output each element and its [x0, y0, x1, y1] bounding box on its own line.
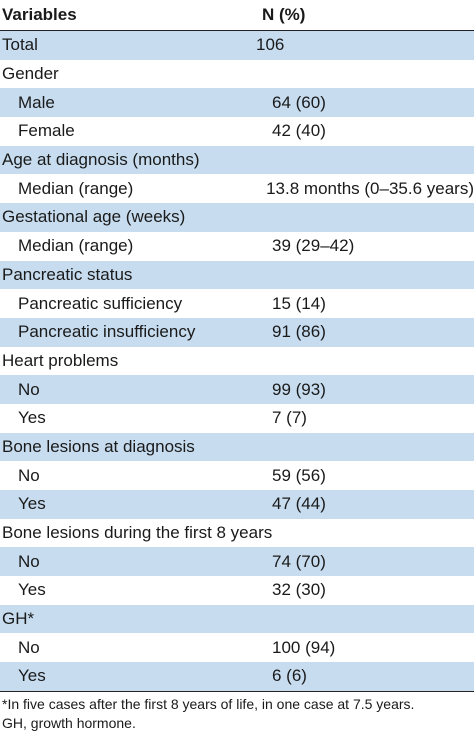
- row-label: Heart problems: [2, 350, 119, 370]
- row-label: No: [18, 465, 40, 485]
- table-row: Gender: [0, 60, 474, 89]
- row-value: 39 (29–42): [272, 236, 355, 256]
- table-row: Pancreatic sufficiency 15 (14): [0, 289, 474, 318]
- row-value: 15 (14): [272, 293, 326, 313]
- row-value: 59 (56): [272, 465, 326, 485]
- table-row: Female 42 (40): [0, 117, 474, 146]
- table-row: Age at diagnosis (months): [0, 145, 474, 175]
- footnote-line: GH, growth hormone.: [2, 714, 136, 731]
- table-row: GH*: [0, 604, 474, 634]
- table-row: Yes 6 (6): [0, 662, 474, 691]
- row-label: Male: [18, 92, 55, 112]
- row-label: Pancreatic sufficiency: [18, 293, 183, 313]
- row-label: Yes: [18, 494, 46, 514]
- table-row: Yes 32 (30): [0, 576, 474, 605]
- row-value: 42 (40): [272, 121, 326, 141]
- row-label: Gender: [2, 64, 59, 84]
- table-body: Total 106 Gender Male 64 (60) Female 42 (40) Ag…: [0, 31, 474, 691]
- table-row: Male 64 (60): [0, 88, 474, 118]
- table-row: No 99 (93): [0, 375, 474, 404]
- table-header: Variables N (%): [0, 0, 474, 31]
- row-value: 64 (60): [272, 92, 326, 112]
- row-label: Bone lesions during the first 8 years: [2, 523, 273, 543]
- row-value: 6 (6): [272, 666, 307, 686]
- table-row: No 59 (56): [0, 461, 474, 490]
- row-value: 13.8 months (0–35.6 years): [266, 178, 474, 198]
- table-footnote: *In five cases after the first 8 years o…: [0, 690, 474, 733]
- row-value: 32 (30): [272, 580, 326, 600]
- row-label: Yes: [18, 666, 46, 686]
- row-label: Bone lesions at diagnosis: [2, 436, 195, 456]
- table-row: Median (range) 39 (29–42): [0, 232, 474, 261]
- table-row: Pancreatic status: [0, 260, 474, 290]
- row-label: Total: [2, 35, 38, 55]
- row-label: Age at diagnosis (months): [2, 150, 200, 170]
- row-label: No: [18, 551, 40, 571]
- row-label: Median (range): [18, 236, 134, 256]
- table-row: Pancreatic insufficiency 91 (86): [0, 317, 474, 347]
- row-label: Median (range): [18, 178, 134, 198]
- table-row: No 74 (70): [0, 547, 474, 577]
- table-row: Bone lesions at diagnosis: [0, 432, 474, 462]
- row-label: Yes: [18, 408, 46, 428]
- footnote-line: *In five cases after the first 8 years o…: [2, 695, 415, 712]
- row-value: 106: [256, 35, 285, 55]
- row-label: No: [18, 379, 40, 399]
- row-label: Female: [18, 121, 75, 141]
- row-value: 47 (44): [272, 494, 326, 514]
- row-label: GH*: [2, 609, 35, 629]
- header-variables: Variables: [2, 5, 77, 24]
- row-label: Yes: [18, 580, 46, 600]
- row-value: 91 (86): [272, 322, 326, 342]
- table-row: Yes 47 (44): [0, 490, 474, 519]
- row-label: Pancreatic insufficiency: [18, 322, 196, 342]
- row-value: 74 (70): [272, 551, 326, 571]
- row-label: No: [18, 637, 40, 657]
- table-row: Total 106: [0, 31, 474, 60]
- row-value: 100 (94): [272, 637, 336, 657]
- row-label: Pancreatic status: [2, 264, 133, 284]
- table-row: Gestational age (weeks): [0, 203, 474, 232]
- row-value: 7 (7): [272, 408, 307, 428]
- table-row: Heart problems: [0, 347, 474, 376]
- table-row: Yes 7 (7): [0, 404, 474, 433]
- row-label: Gestational age (weeks): [2, 207, 186, 227]
- table-row: Median (range) 13.8 months (0–35.6 years): [0, 174, 474, 203]
- table-row: No 100 (94): [0, 633, 474, 662]
- header-n-percent: N (%): [262, 5, 306, 24]
- row-value: 99 (93): [272, 379, 326, 399]
- table-row: Bone lesions during the first 8 years: [0, 519, 474, 548]
